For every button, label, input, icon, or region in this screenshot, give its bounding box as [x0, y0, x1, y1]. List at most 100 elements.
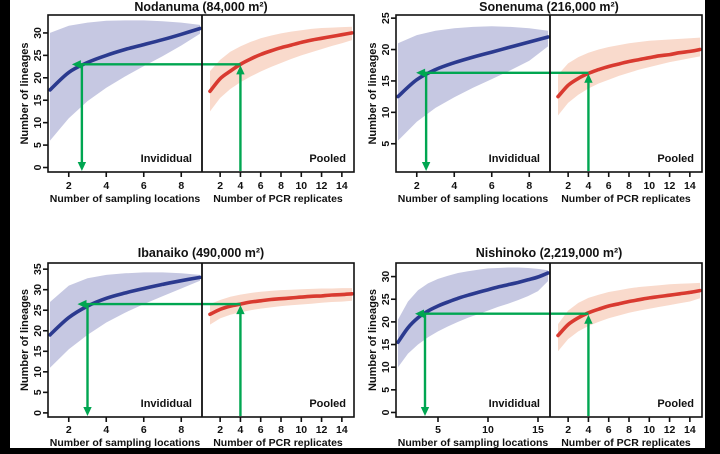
y-tick-label: 25 — [32, 304, 44, 316]
threshold-arrows — [71, 60, 245, 171]
y-tick-label: 25 — [380, 12, 392, 24]
panel-title: Ibanaiko (490,000 m²) — [138, 246, 264, 260]
y-tick-label: 5 — [380, 141, 392, 147]
panel-chart-1: Nodanuma (84,000 m²) Number of lineages 0 5… — [19, 0, 355, 205]
individual-curve — [48, 26, 202, 92]
individual-curve — [396, 35, 550, 99]
x-tick-label: 12 — [664, 424, 676, 436]
x-tick-label: 10 — [643, 180, 655, 192]
y-axis-label: Number of lineages — [19, 42, 31, 144]
x-tick-label: 2 — [217, 180, 223, 192]
y-tick-label: 15 — [32, 94, 44, 106]
x-tick-label: 8 — [278, 424, 284, 436]
x-tick-label: 6 — [258, 180, 264, 192]
x-ticks-pooled: 2 4 6 8 10 12 14 — [217, 172, 348, 192]
x-ticks-individual: 2 4 6 8 — [414, 172, 532, 192]
x-tick-label: 6 — [141, 180, 147, 192]
individual-label: Invididual — [141, 398, 192, 410]
threshold-arrows — [416, 68, 593, 171]
y-tick-label: 35 — [32, 263, 44, 275]
pooled-curve — [208, 292, 354, 317]
pooled-band — [210, 26, 352, 112]
x-ticks-pooled: 2 4 6 8 10 12 14 — [565, 417, 696, 436]
individual-band — [50, 20, 200, 141]
y-tick-label: 15 — [380, 75, 392, 87]
x-ticks-individual: 2 4 6 8 — [66, 172, 184, 192]
x-tick-label: 8 — [178, 180, 184, 192]
x-tick-label: 4 — [238, 424, 244, 436]
y-tick-label: 10 — [380, 106, 392, 118]
x-tick-label: 6 — [258, 424, 264, 436]
individual-label: Invididual — [489, 398, 540, 410]
x-tick-label: 4 — [238, 180, 244, 192]
y-ticks: 0 5 10 15 20 25 30 35 — [32, 263, 48, 416]
x-tick-label: 14 — [336, 180, 348, 192]
x-tick-label: 2 — [66, 180, 72, 192]
pooled-label: Pooled — [309, 153, 346, 165]
x-tick-label: 4 — [103, 424, 109, 436]
x-axis-label-individual: Number of sampling locations — [50, 437, 201, 448]
x-tick-label: 4 — [586, 424, 592, 436]
x-tick-label: 10 — [295, 180, 307, 192]
y-ticks: 0 5 10 15 20 25 30 — [380, 271, 396, 415]
x-axis-label-pooled: Number of PCR replicates — [561, 437, 691, 448]
x-tick-label: 2 — [565, 180, 571, 192]
x-axis-label-pooled: Number of PCR replicates — [213, 193, 343, 205]
x-axis-label-pooled: Number of PCR replicates — [561, 193, 691, 205]
panel-title: Nishinoko (2,219,000 m²) — [476, 246, 623, 260]
x-axis-label-pooled: Number of PCR replicates — [213, 437, 343, 448]
x-tick-label: 8 — [526, 180, 532, 192]
x-tick-label: 12 — [664, 180, 676, 192]
x-tick-label: 15 — [532, 424, 544, 436]
individual-curve — [48, 275, 202, 337]
x-tick-label: 4 — [103, 180, 109, 192]
panel-chart-3: Ibanaiko (490,000 m²) Number of lineages 0… — [19, 246, 355, 448]
pooled-curve — [556, 288, 702, 338]
y-axis-label: Number of lineages — [367, 42, 379, 144]
x-tick-label: 2 — [217, 424, 223, 436]
x-axis-label-individual: Number of sampling locations — [398, 193, 549, 205]
x-tick-label: 6 — [606, 424, 612, 436]
x-tick-label: 6 — [489, 180, 495, 192]
axes-box — [47, 14, 355, 173]
x-axis-label-individual: Number of sampling locations — [398, 437, 549, 448]
pooled-curve — [556, 47, 702, 99]
x-tick-label: 8 — [626, 180, 632, 192]
x-tick-label: 12 — [316, 424, 328, 436]
panel-title: Nodanuma (84,000 m²) — [134, 0, 267, 14]
x-tick-label: 12 — [316, 180, 328, 192]
x-tick-label: 10 — [643, 424, 655, 436]
x-tick-label: 2 — [565, 424, 571, 436]
y-tick-label: 0 — [32, 410, 44, 416]
x-ticks-pooled: 2 4 6 8 10 12 14 — [217, 417, 348, 436]
x-tick-label: 5 — [435, 424, 441, 436]
x-tick-label: 8 — [626, 424, 632, 436]
y-tick-label: 0 — [380, 409, 392, 415]
threshold-arrows — [415, 309, 593, 416]
x-tick-label: 14 — [336, 424, 348, 436]
y-tick-label: 30 — [32, 284, 44, 296]
y-tick-label: 15 — [380, 339, 392, 351]
y-tick-label: 20 — [380, 44, 392, 56]
pooled-curve — [208, 31, 354, 94]
y-ticks: 0 5 10 15 20 25 30 — [32, 27, 48, 170]
individual-band — [398, 26, 548, 141]
y-tick-label: 10 — [32, 366, 44, 378]
x-tick-label: 2 — [66, 424, 72, 436]
y-axis-label: Number of lineages — [19, 289, 31, 391]
pooled-band — [558, 282, 700, 352]
x-tick-label: 10 — [295, 424, 307, 436]
x-tick-label: 6 — [141, 424, 147, 436]
y-tick-label: 20 — [32, 325, 44, 337]
y-ticks: 5 10 15 20 25 — [380, 12, 396, 147]
pooled-label: Pooled — [657, 153, 694, 165]
y-tick-label: 10 — [380, 361, 392, 373]
individual-band — [50, 272, 200, 368]
y-tick-label: 20 — [32, 72, 44, 84]
axes-box — [395, 14, 703, 173]
y-axis-label: Number of lineages — [367, 289, 379, 391]
y-tick-label: 25 — [32, 49, 44, 61]
threshold-arrows — [77, 299, 245, 416]
individual-band — [398, 267, 548, 368]
